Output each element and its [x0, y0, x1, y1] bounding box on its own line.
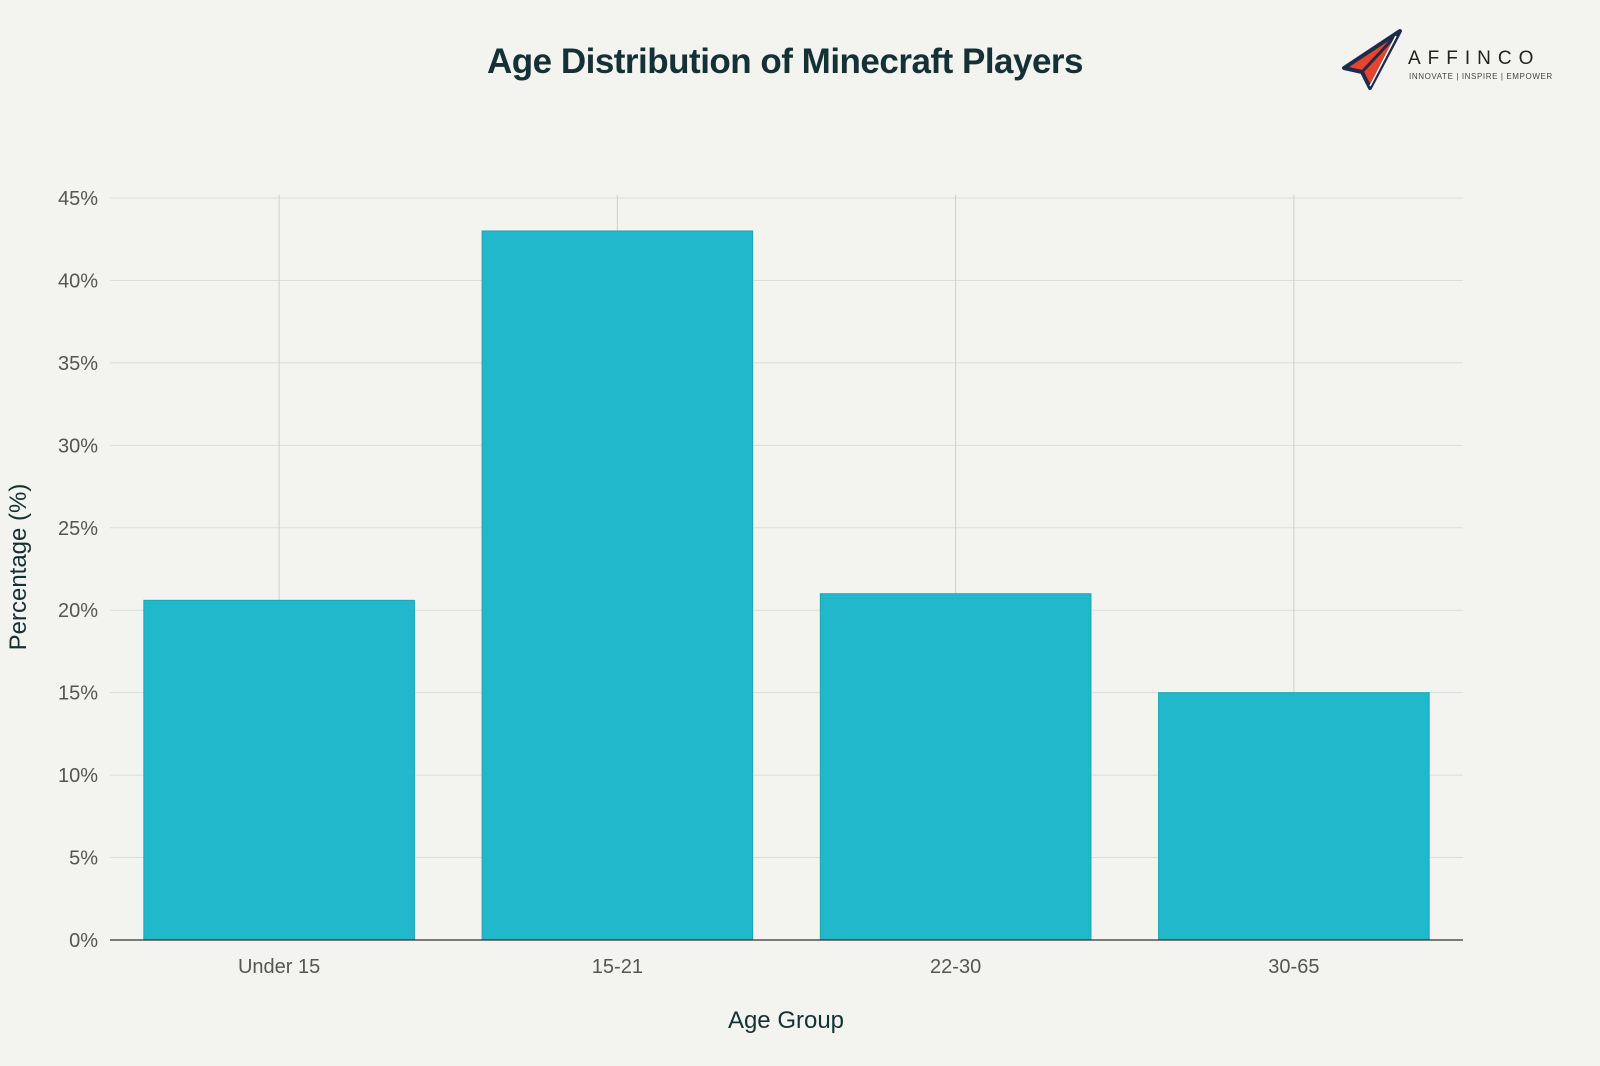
y-tick-label: 20% — [58, 600, 98, 622]
y-tick-label: 30% — [58, 435, 98, 457]
y-tick-label: 35% — [58, 353, 98, 375]
bar-30-65 — [1158, 692, 1430, 941]
y-axis-label: Percentage (%) — [5, 484, 32, 651]
y-tick-label: 40% — [58, 270, 98, 292]
x-tick-label: 22-30 — [930, 956, 981, 978]
bar-22-30 — [819, 593, 1092, 941]
y-tick-label: 5% — [69, 848, 98, 870]
logo-tagline: INNOVATE | INSPIRE | EMPOWER — [1409, 72, 1553, 81]
paper-plane-icon — [1342, 29, 1402, 90]
x-tick-label: 30-65 — [1268, 956, 1319, 978]
y-tick-label: 15% — [58, 683, 98, 705]
y-tick-label: 0% — [69, 930, 98, 952]
affinco-logo: AFFINCO INNOVATE | INSPIRE | EMPOWER — [1340, 28, 1560, 92]
y-tick-label: 25% — [58, 518, 98, 540]
y-tick-label: 10% — [58, 765, 98, 787]
x-tick-label: Under 15 — [238, 956, 320, 978]
y-tick-label: 45% — [58, 188, 98, 210]
bar-15-21 — [481, 230, 754, 941]
x-axis-label: Age Group — [728, 1007, 844, 1034]
logo-name: AFFINCO — [1408, 48, 1541, 69]
bar-under-15 — [143, 599, 415, 941]
x-tick-label: 15-21 — [592, 956, 643, 978]
chart-title: Age Distribution of Minecraft Players — [486, 42, 1084, 81]
